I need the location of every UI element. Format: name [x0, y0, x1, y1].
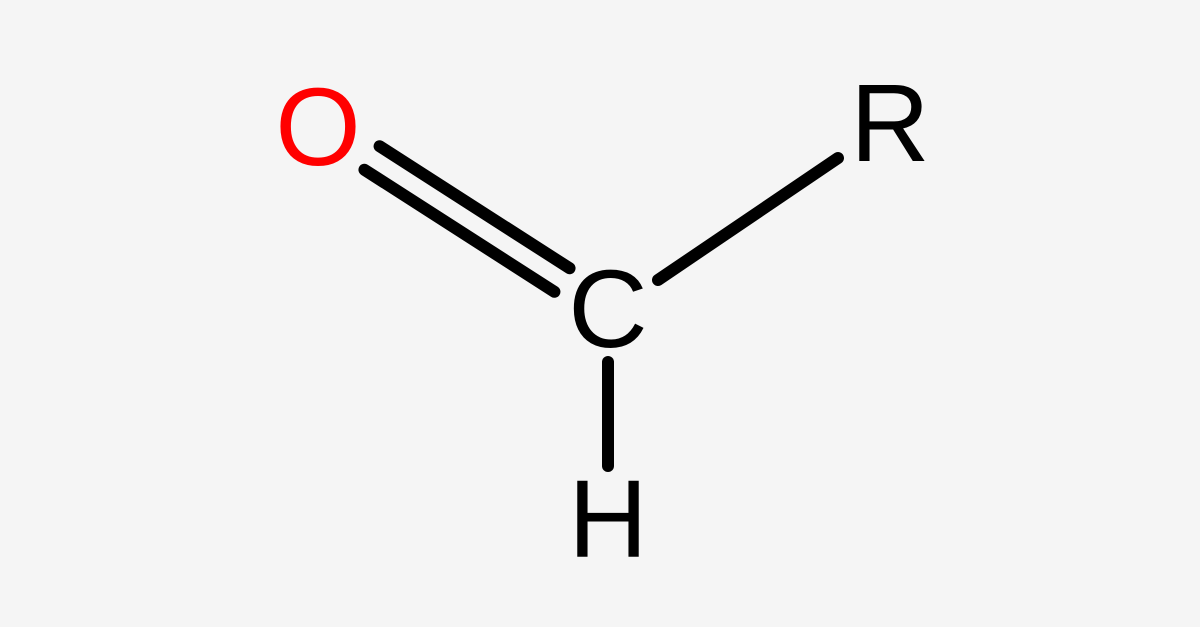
atom-oxygen: O — [275, 73, 361, 183]
atom-hydrogen: H — [568, 465, 647, 575]
atom-carbon: C — [568, 255, 647, 365]
atom-r-group: R — [850, 69, 929, 179]
chemical-structure-diagram: O R C H — [0, 0, 1200, 627]
